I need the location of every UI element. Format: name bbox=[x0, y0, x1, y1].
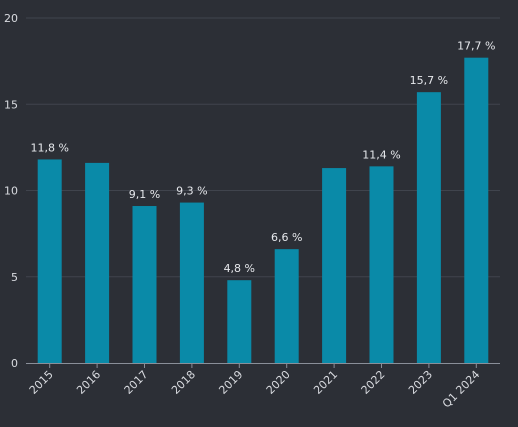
bar bbox=[369, 166, 394, 363]
y-tick-label: 5 bbox=[11, 271, 18, 284]
y-axis-ticks: 0 5 10 15 20 bbox=[4, 12, 18, 370]
data-labels: 11,8 % 9,1 % 9,3 % 4,8 % 6,6 % 11,4 % 15,7 % 17… bbox=[30, 40, 495, 276]
bars bbox=[37, 57, 489, 364]
data-label: 9,1 % bbox=[129, 188, 160, 201]
bar bbox=[132, 206, 157, 363]
bar bbox=[37, 159, 62, 363]
bar bbox=[85, 162, 110, 363]
bar bbox=[179, 202, 204, 363]
bar bbox=[274, 249, 299, 363]
data-label: 17,7 % bbox=[457, 40, 495, 53]
y-tick-label: 0 bbox=[11, 357, 18, 370]
data-label: 9,3 % bbox=[176, 185, 207, 198]
bar bbox=[464, 57, 489, 364]
y-tick-label: 10 bbox=[4, 185, 18, 198]
bar bbox=[416, 92, 441, 364]
bar bbox=[227, 280, 252, 363]
data-label: 15,7 % bbox=[410, 74, 448, 87]
y-tick-label: 15 bbox=[4, 98, 18, 111]
data-label: 11,8 % bbox=[30, 141, 68, 154]
data-label: 4,8 % bbox=[224, 262, 255, 275]
data-label: 6,6 % bbox=[271, 231, 302, 244]
bar bbox=[322, 168, 347, 363]
data-label: 11,4 % bbox=[362, 148, 400, 161]
y-tick-label: 20 bbox=[4, 12, 18, 25]
